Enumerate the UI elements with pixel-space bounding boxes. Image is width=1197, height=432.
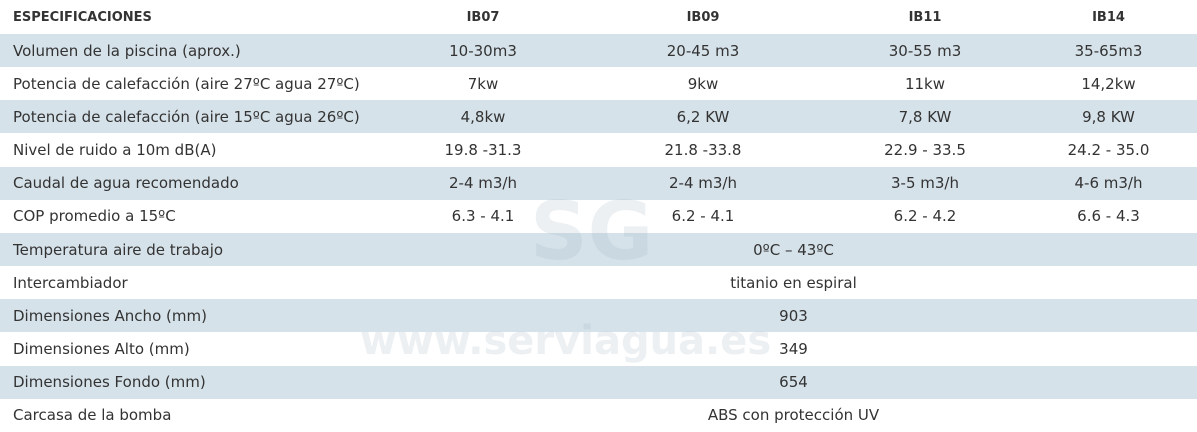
row-label: Carcasa de la bomba: [13, 406, 172, 425]
header-cell: IB11: [908, 9, 942, 25]
cell: 19.8 -31.3: [444, 141, 522, 160]
cell: ABS con protección UV: [707, 406, 880, 425]
table-row: Nivel de ruido a 10m dB(A) 19.8 -31.3 21.8…: [0, 134, 1197, 167]
cell: 9kw: [687, 74, 719, 93]
table-row: COP promedio a 15ºC 6.3 - 4.1 6.2 - 4.1 6.2…: [0, 200, 1197, 233]
cell: 903: [779, 306, 808, 325]
cell: 22.9 - 33.5: [884, 141, 966, 160]
cell: 21.8 -33.8: [664, 141, 742, 160]
table-row: Carcasa de la bomba ABS con protección UV: [0, 399, 1197, 432]
cell: 6,2 KW: [676, 107, 730, 126]
table-row: Potencia de calefacción (aire 15ºC agua …: [0, 100, 1197, 134]
cell: 6.2 - 4.2: [893, 207, 957, 226]
cell: 6.6 - 4.3: [1077, 207, 1140, 226]
row-label: Nivel de ruido a 10m dB(A): [13, 141, 217, 160]
table-row: Volumen de la piscina (aprox.) 10-30m3 20-…: [0, 34, 1197, 68]
cell: 7kw: [467, 74, 499, 93]
cell: 6.3 - 4.1: [451, 207, 515, 226]
header-row: ESPECIFICACIONES IB07 IB09 IB11 IB14: [0, 0, 1197, 34]
cell: 30-55 m3: [888, 41, 962, 60]
cell: 654: [779, 373, 808, 392]
header-cell: ESPECIFICACIONES: [13, 9, 152, 25]
header-cell: IB09: [686, 9, 720, 25]
row-label: Potencia de calefacción (aire 27ºC agua …: [13, 74, 360, 93]
table-row: Intercambiador titanio en espiral: [0, 266, 1197, 299]
header-cell: IB07: [466, 9, 500, 25]
cell: 7,8 KW: [898, 107, 952, 126]
row-label: Volumen de la piscina (aprox.): [13, 41, 241, 60]
table-row: Dimensiones Alto (mm) 349: [0, 333, 1197, 366]
table-row: Potencia de calefacción (aire 27ºC agua …: [0, 67, 1197, 100]
cell: 20-45 m3: [666, 41, 740, 60]
cell: 2-4 m3/h: [669, 174, 737, 193]
row-label: COP promedio a 15ºC: [13, 207, 176, 226]
cell: 3-5 m3/h: [891, 174, 959, 193]
row-label: Dimensiones Alto (mm): [13, 340, 190, 359]
cell: 2-4 m3/h: [449, 174, 517, 193]
cell: 24.2 - 35.0: [1067, 141, 1150, 160]
cell: 9,8 KW: [1082, 107, 1135, 126]
row-label: Potencia de calefacción (aire 15ºC agua …: [13, 107, 360, 126]
table-row: Dimensiones Ancho (mm) 903: [0, 299, 1197, 333]
header-cell: IB14: [1092, 9, 1125, 25]
row-label: Caudal de agua recomendado: [13, 174, 239, 193]
table-row: Dimensiones Fondo (mm) 654: [0, 365, 1197, 399]
row-label: Dimensiones Ancho (mm): [13, 306, 207, 325]
cell: 349: [779, 340, 808, 359]
cell: 6.2 - 4.1: [671, 207, 735, 226]
cell: 14,2kw: [1081, 74, 1136, 93]
table-row: Temperatura aire de trabajo 0ºC – 43ºC: [0, 233, 1197, 267]
table-row: Caudal de agua recomendado 2-4 m3/h 2-4 m3…: [0, 166, 1197, 200]
cell: 10-30m3: [449, 41, 517, 60]
cell: 35-65m3: [1074, 41, 1143, 60]
row-label: Intercambiador: [13, 273, 128, 292]
cell: 11kw: [904, 74, 946, 93]
cell: titanio en espiral: [730, 273, 857, 292]
cell: 0ºC – 43ºC: [753, 240, 834, 259]
cell: 4-6 m3/h: [1074, 174, 1143, 193]
row-label: Dimensiones Fondo (mm): [13, 373, 206, 392]
row-label: Temperatura aire de trabajo: [13, 240, 224, 259]
cell: 4,8kw: [460, 107, 506, 126]
